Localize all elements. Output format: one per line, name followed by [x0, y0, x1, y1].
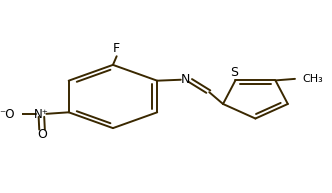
Text: O: O	[37, 128, 47, 141]
Text: S: S	[230, 66, 238, 79]
Text: CH₃: CH₃	[303, 74, 323, 84]
Text: ⁻O: ⁻O	[0, 108, 15, 121]
Text: N⁺: N⁺	[34, 108, 49, 121]
Text: N: N	[180, 73, 190, 86]
Text: F: F	[113, 42, 120, 55]
